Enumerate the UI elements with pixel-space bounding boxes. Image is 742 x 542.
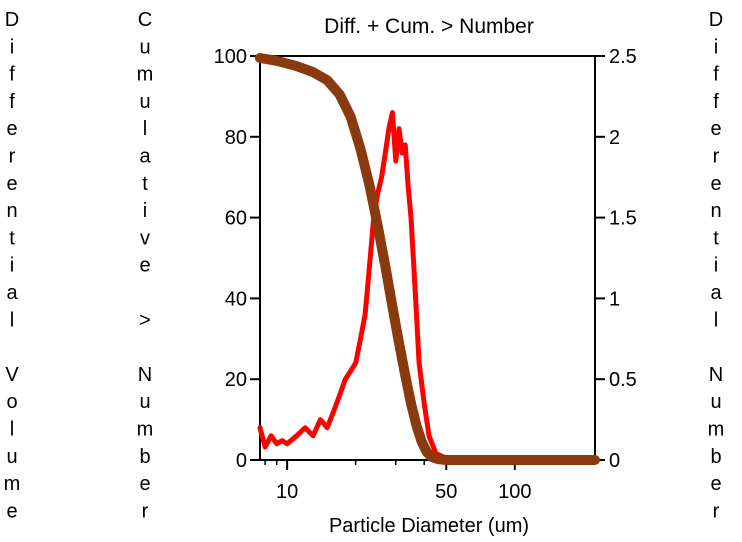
x-tick-label: 100 xyxy=(498,481,531,503)
right-y-tick-label: 0.5 xyxy=(609,369,637,391)
left-y-tick-label: 60 xyxy=(225,208,247,230)
differential-number-series-line xyxy=(257,110,598,463)
left-y-axis: 0 20 40 60 80 100 xyxy=(214,46,260,472)
cumulative-number-series-line xyxy=(255,53,600,465)
right-y-axis: 0 0.5 1 1.5 2 2.5 xyxy=(595,46,637,472)
right-y-tick-label: 1.5 xyxy=(609,208,637,230)
right-y-tick-label: 2.5 xyxy=(609,46,637,68)
x-tick-label: 50 xyxy=(435,481,457,503)
right-y-tick-label: 2 xyxy=(609,127,620,149)
left-y-tick-label: 40 xyxy=(225,288,247,310)
chart-title: Diff. + Cum. > Number xyxy=(324,15,534,38)
left-y-tick-label: 20 xyxy=(225,369,247,391)
series-layer xyxy=(255,53,600,465)
x-axis-label: Particle Diameter (um) xyxy=(329,515,529,537)
right-y-tick-label: 1 xyxy=(609,288,620,310)
x-tick-label: 10 xyxy=(276,481,298,503)
left-y-tick-label: 0 xyxy=(236,450,247,472)
left-y-tick-label: 80 xyxy=(225,127,247,149)
plot-frame xyxy=(259,55,596,461)
x-axis: 10 50 100 xyxy=(264,460,585,503)
right-y-tick-label: 0 xyxy=(609,450,620,472)
left-y-tick-label: 100 xyxy=(214,46,247,68)
